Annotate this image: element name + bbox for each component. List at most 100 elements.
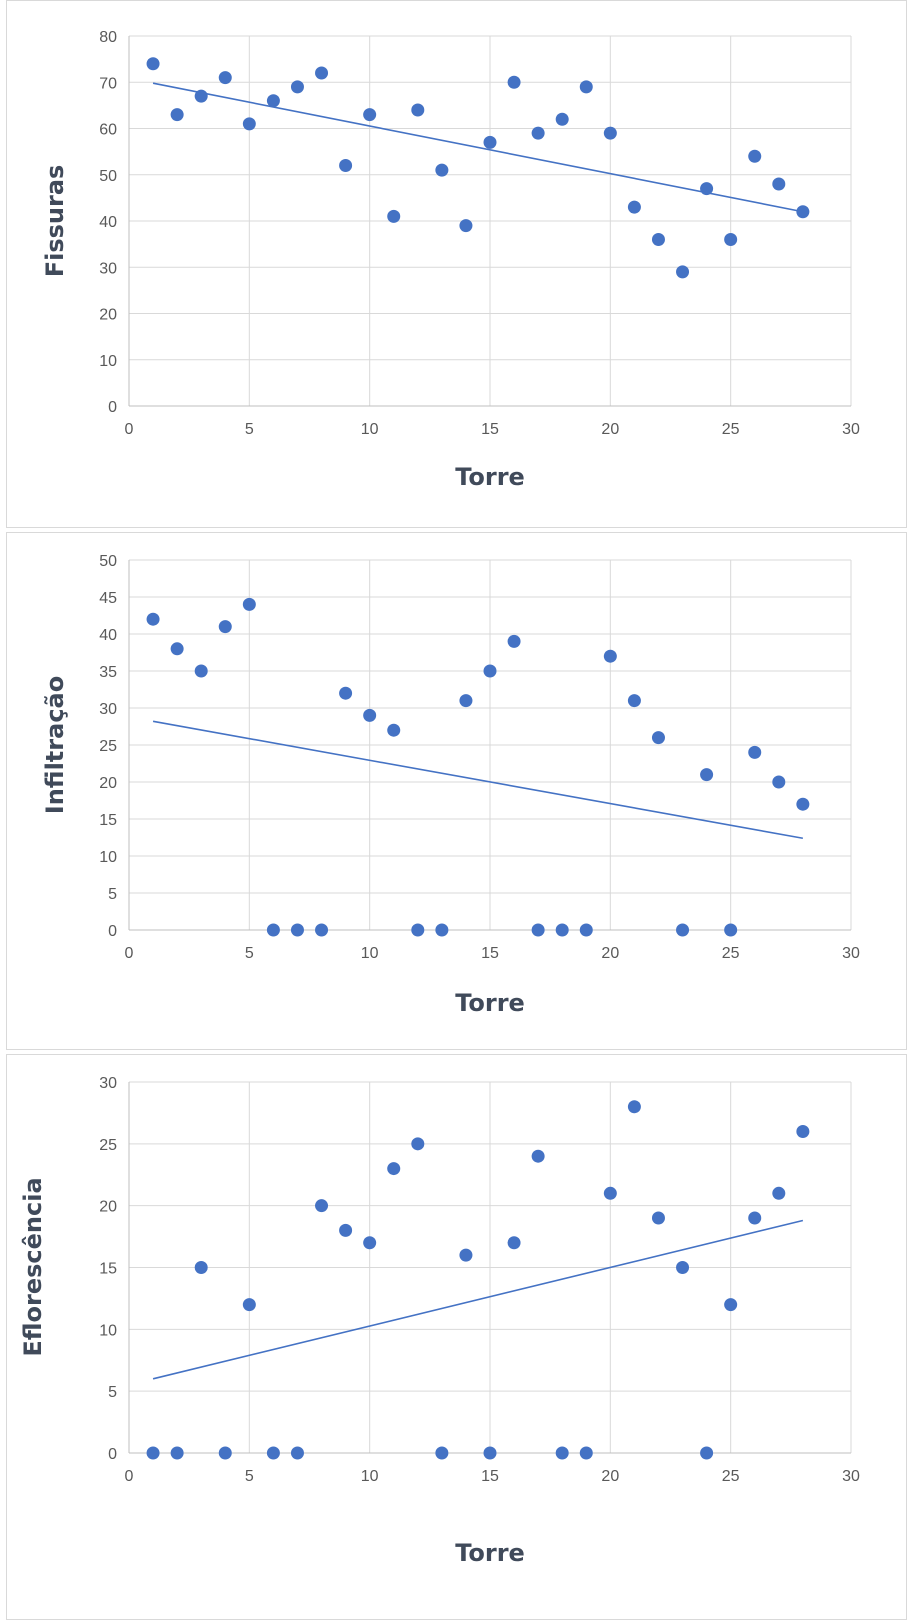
data-point: [627, 694, 641, 708]
x-tick-label: 5: [245, 1468, 254, 1485]
data-point: [266, 923, 280, 937]
data-point: [579, 1446, 593, 1460]
data-point: [459, 694, 473, 708]
data-point: [507, 1236, 521, 1250]
x-tick-label: 10: [361, 421, 379, 438]
y-tick-label: 50: [99, 168, 117, 185]
data-point: [339, 1223, 353, 1237]
x-tick-label: 15: [481, 421, 499, 438]
y-tick-label: 40: [99, 214, 117, 231]
data-point: [796, 1124, 810, 1138]
data-point: [435, 923, 449, 937]
x-axis-title: Torre: [455, 1539, 525, 1567]
data-point: [507, 634, 521, 648]
data-point: [194, 1261, 208, 1274]
chart-infiltracao: 0 5 10 15 20 25 30 35 40 45 50 0 5 10 15 20 25 30 Torre Inf…: [41, 553, 860, 1017]
data-point: [411, 1137, 425, 1151]
data-point: [748, 1211, 762, 1225]
data-point: [555, 923, 569, 937]
data-point: [676, 923, 690, 937]
data-point: [315, 923, 329, 937]
data-point: [483, 135, 497, 149]
data-point: [242, 597, 256, 611]
y-tick-label: 20: [99, 1199, 117, 1216]
data-point: [555, 112, 569, 126]
data-point: [170, 108, 184, 122]
data-point: [339, 159, 353, 172]
data-point: [748, 149, 762, 163]
y-tick-label: 70: [99, 75, 117, 92]
data-point: [218, 71, 232, 85]
data-point: [700, 768, 714, 782]
data-point: [627, 1100, 641, 1114]
data-point: [531, 1149, 545, 1163]
x-axis-title: Torre: [455, 463, 525, 491]
data-point: [218, 620, 232, 634]
y-tick-label: 60: [99, 122, 117, 139]
x-tick-label: 0: [125, 945, 134, 962]
y-tick-label: 35: [99, 664, 117, 681]
y-axis-title: Infiltração: [41, 676, 69, 814]
x-tick-label: 5: [245, 421, 254, 438]
y-tick-label: 20: [99, 775, 117, 792]
data-point: [651, 731, 665, 745]
data-point: [387, 723, 401, 737]
chart-fissuras: 0 10 20 30 40 50 60 70 80 0 5 10 15 20 25 30 Torre Fissur…: [41, 29, 860, 491]
data-point: [363, 1236, 377, 1250]
x-tick-label: 5: [245, 945, 254, 962]
data-point: [315, 1199, 329, 1213]
y-tick-label: 50: [99, 553, 117, 570]
data-point: [242, 117, 256, 131]
y-tick-label: 10: [99, 353, 117, 370]
x-axis-title: Torre: [455, 989, 525, 1017]
y-tick-label: 5: [108, 1384, 117, 1401]
data-point: [363, 108, 377, 122]
y-tick-label: 0: [108, 923, 117, 940]
data-point: [603, 126, 617, 140]
y-tick-label: 10: [99, 849, 117, 866]
data-point: [796, 205, 810, 219]
data-point: [170, 1446, 184, 1460]
y-tick-label: 25: [99, 1137, 117, 1154]
data-point: [579, 80, 593, 94]
trendline: [152, 1219, 804, 1380]
data-point: [483, 1446, 497, 1460]
y-axis-title: Fissuras: [41, 165, 69, 278]
x-tick-label: 0: [125, 1468, 134, 1485]
y-tick-label: 20: [99, 307, 117, 324]
data-point: [290, 923, 304, 937]
y-tick-label: 80: [99, 29, 117, 46]
y-tick-label: 15: [99, 1261, 117, 1278]
data-point: [387, 1162, 401, 1176]
x-tick-label: 25: [722, 945, 740, 962]
data-point: [676, 1261, 690, 1274]
data-point: [315, 66, 329, 80]
chart-panel-eflorescencia: 0 5 10 15 20 25 30 0 5 10 15 20 25 30 Torre Eflorescênc…: [6, 1054, 907, 1620]
data-point: [411, 103, 425, 117]
x-tick-label: 30: [842, 421, 860, 438]
data-point: [146, 1446, 160, 1460]
data-point: [627, 200, 641, 214]
data-point: [700, 182, 714, 196]
x-tick-label: 20: [601, 421, 619, 438]
data-point: [724, 233, 738, 246]
data-point: [676, 265, 690, 279]
data-point: [459, 219, 473, 233]
y-tick-label: 10: [99, 1322, 117, 1339]
data-point: [772, 775, 786, 789]
x-tick-label: 30: [842, 1468, 860, 1485]
data-point: [700, 1446, 714, 1460]
x-tick-label: 20: [601, 1468, 619, 1485]
data-point: [266, 94, 280, 108]
data-point: [363, 708, 377, 722]
y-tick-label: 45: [99, 590, 117, 607]
x-tick-label: 10: [361, 945, 379, 962]
x-tick-label: 25: [722, 421, 740, 438]
chart-panel-fissuras: 0 10 20 30 40 50 60 70 80 0 5 10 15 20 25 30 Torre Fissur…: [6, 0, 907, 528]
data-point: [194, 89, 208, 103]
chart-eflorescencia: 0 5 10 15 20 25 30 0 5 10 15 20 25 30 Torre Eflorescênc…: [19, 1075, 860, 1567]
data-point: [531, 126, 545, 140]
y-tick-label: 15: [99, 812, 117, 829]
y-tick-label: 25: [99, 738, 117, 755]
y-axis-title: Eflorescência: [19, 1177, 47, 1356]
